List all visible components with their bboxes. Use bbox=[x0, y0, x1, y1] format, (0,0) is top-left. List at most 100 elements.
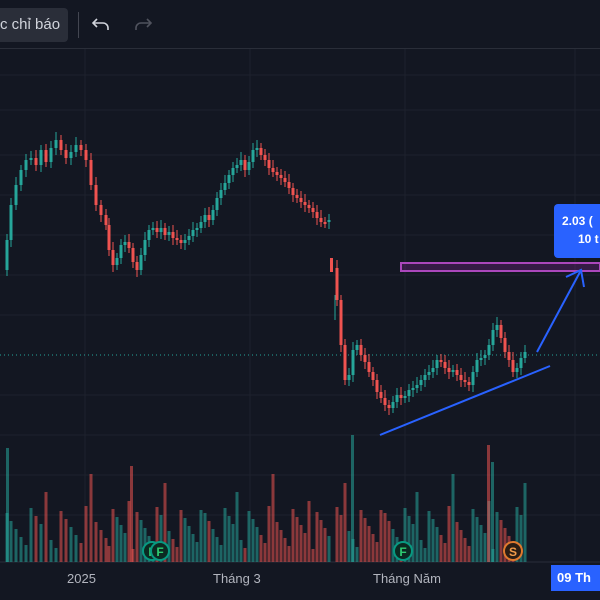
undo-icon[interactable] bbox=[90, 13, 112, 35]
volume-bar bbox=[130, 466, 133, 562]
price-target-label: 2.03 ( 10 t bbox=[554, 204, 600, 258]
candle-body bbox=[351, 350, 355, 375]
volume-bar bbox=[24, 545, 28, 562]
volume-bar bbox=[463, 538, 467, 562]
volume-bar bbox=[359, 510, 363, 562]
candle-body bbox=[330, 258, 333, 272]
volume-bar bbox=[443, 543, 447, 562]
candle-body bbox=[175, 238, 179, 240]
volume-bar bbox=[155, 507, 159, 562]
candle-body bbox=[455, 370, 459, 375]
volume-bar bbox=[203, 513, 207, 562]
volume-bar bbox=[207, 521, 211, 562]
candle-body bbox=[391, 402, 395, 408]
volume-bar bbox=[427, 511, 431, 562]
candle-body bbox=[9, 205, 13, 240]
candle-body bbox=[255, 148, 259, 150]
candle-body bbox=[259, 148, 263, 155]
x-axis-label-thang-nam: Tháng Năm bbox=[373, 571, 441, 586]
price-target-line2: 10 t bbox=[578, 232, 599, 246]
volume-bar bbox=[104, 538, 108, 562]
candle-body bbox=[159, 228, 163, 232]
top-toolbar: c chỉ báo bbox=[0, 0, 600, 49]
volume-bar bbox=[355, 547, 359, 562]
candle-body bbox=[407, 390, 411, 396]
volume-bar bbox=[319, 520, 323, 562]
candle-body bbox=[519, 358, 523, 368]
candle-body bbox=[423, 375, 427, 380]
volume-bar bbox=[327, 536, 331, 562]
candle-body bbox=[343, 345, 347, 380]
candle-body bbox=[279, 175, 283, 178]
toolbar-divider bbox=[78, 12, 79, 38]
volume-bar bbox=[519, 515, 523, 562]
candle-body bbox=[307, 205, 311, 208]
candle-body bbox=[44, 150, 48, 162]
x-axis-label-thang-3: Tháng 3 bbox=[213, 571, 261, 586]
volume-bar bbox=[59, 511, 63, 562]
candle-body bbox=[291, 188, 295, 195]
candle-body bbox=[155, 228, 159, 232]
volume-bar bbox=[299, 525, 303, 562]
event-marker-f[interactable]: F bbox=[393, 541, 413, 561]
candle-body bbox=[69, 152, 73, 158]
volume-bar bbox=[235, 492, 239, 562]
candle-body bbox=[411, 388, 415, 390]
candle-body bbox=[439, 360, 443, 362]
candle-body bbox=[303, 202, 307, 205]
volume-bar bbox=[495, 512, 499, 562]
indicators-button[interactable]: c chỉ báo bbox=[0, 8, 68, 42]
volume-bar bbox=[119, 525, 123, 562]
candle-body bbox=[299, 198, 303, 202]
candle-body bbox=[49, 148, 53, 162]
volume-bar bbox=[451, 474, 455, 562]
volume-bar bbox=[447, 506, 451, 562]
candle-body bbox=[104, 215, 108, 225]
volume-bar bbox=[387, 521, 391, 562]
volume-bar bbox=[499, 520, 503, 562]
volume-bar bbox=[215, 537, 219, 562]
redo-icon[interactable] bbox=[132, 13, 154, 35]
volume-bar bbox=[54, 548, 58, 562]
candle-body bbox=[115, 258, 119, 265]
volume-bar bbox=[279, 530, 283, 562]
volume-bar bbox=[291, 509, 295, 562]
candle-body bbox=[395, 395, 399, 402]
volume-bar bbox=[44, 492, 48, 562]
candle-body bbox=[211, 210, 215, 220]
event-marker-f[interactable]: F bbox=[150, 541, 170, 561]
volume-bar bbox=[315, 512, 319, 562]
candle-body bbox=[247, 162, 251, 170]
volume-bar bbox=[379, 510, 383, 562]
candle-body bbox=[435, 360, 439, 368]
candle-body bbox=[379, 392, 383, 398]
volume-bar bbox=[74, 535, 78, 562]
volume-bar bbox=[491, 462, 494, 562]
volume-bar bbox=[99, 530, 103, 562]
volume-bar bbox=[311, 549, 315, 562]
volume-bar bbox=[483, 533, 487, 562]
candle-body bbox=[243, 160, 247, 170]
candle-body bbox=[167, 232, 171, 235]
candle-body bbox=[483, 355, 487, 358]
event-marker-s[interactable]: S bbox=[503, 541, 523, 561]
volume-bar bbox=[227, 516, 231, 562]
candle-body bbox=[59, 140, 63, 150]
volume-bar bbox=[283, 538, 287, 562]
candle-body bbox=[14, 185, 18, 205]
volume-bar bbox=[419, 540, 423, 562]
projection-arrowhead bbox=[565, 268, 585, 288]
candle-body bbox=[335, 268, 339, 300]
volume-bar bbox=[335, 507, 339, 562]
volume-bar bbox=[19, 537, 23, 562]
volume-bar bbox=[127, 501, 131, 562]
volume-bar bbox=[171, 539, 175, 562]
volume-bar bbox=[403, 508, 407, 562]
candle-body bbox=[107, 225, 111, 250]
volume-bar bbox=[487, 445, 490, 562]
candle-body bbox=[323, 222, 327, 224]
candle-body bbox=[383, 398, 387, 405]
candle-body bbox=[327, 220, 331, 222]
volume-bar bbox=[343, 483, 347, 562]
